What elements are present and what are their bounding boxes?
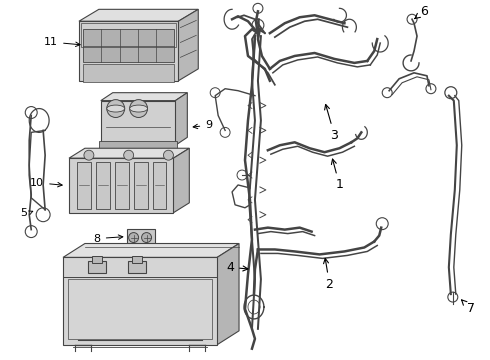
Polygon shape	[173, 148, 189, 213]
Bar	[127, 229, 154, 247]
Bar	[88, 261, 106, 273]
Ellipse shape	[130, 105, 147, 112]
Ellipse shape	[107, 105, 124, 112]
Bar	[128, 261, 146, 273]
Polygon shape	[217, 243, 239, 345]
Circle shape	[84, 150, 94, 160]
Bar	[83, 64, 174, 82]
Polygon shape	[63, 243, 239, 257]
Text: 8: 8	[94, 234, 123, 244]
Circle shape	[123, 150, 134, 160]
Circle shape	[164, 150, 173, 160]
Bar	[99, 141, 177, 149]
Text: 4: 4	[226, 261, 248, 274]
Circle shape	[130, 100, 147, 117]
Text: 6: 6	[415, 5, 428, 19]
Circle shape	[142, 233, 151, 243]
Bar	[83, 29, 174, 62]
Text: 9: 9	[193, 120, 212, 130]
Bar	[132, 256, 142, 264]
Bar	[152, 162, 167, 209]
Text: 3: 3	[325, 104, 339, 142]
Text: 10: 10	[30, 178, 62, 188]
Circle shape	[107, 100, 124, 117]
Text: 1: 1	[331, 159, 343, 192]
Polygon shape	[175, 93, 187, 145]
Bar	[115, 162, 129, 209]
Bar	[63, 257, 217, 345]
Bar	[134, 162, 147, 209]
Bar	[96, 162, 110, 209]
Polygon shape	[79, 9, 198, 21]
Polygon shape	[178, 9, 198, 81]
Bar	[68, 279, 212, 339]
Text: 7: 7	[462, 300, 475, 315]
Bar	[69, 158, 173, 213]
Polygon shape	[69, 148, 189, 158]
Circle shape	[129, 233, 139, 243]
Bar	[79, 21, 178, 81]
Text: 2: 2	[323, 258, 334, 291]
Text: 5: 5	[20, 208, 27, 218]
Polygon shape	[101, 93, 187, 100]
Text: 11: 11	[44, 37, 80, 47]
Bar	[101, 100, 175, 145]
Bar	[92, 256, 102, 264]
Bar	[81, 23, 176, 47]
Bar	[77, 162, 91, 209]
